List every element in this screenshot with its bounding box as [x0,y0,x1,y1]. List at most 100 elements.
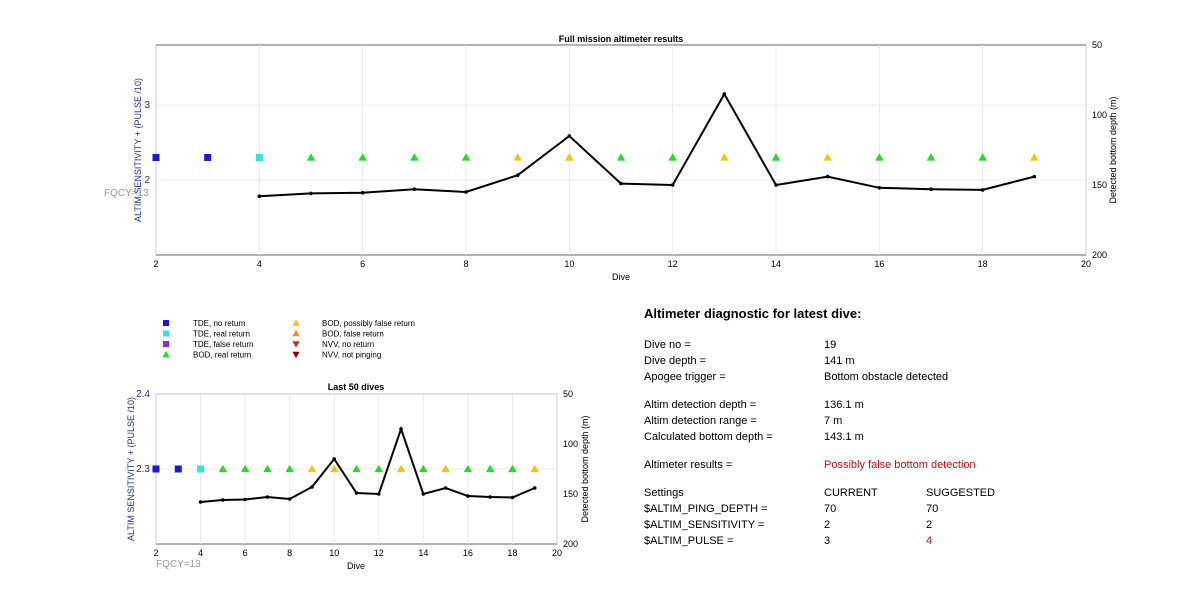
x-tick-labels: 2 4 6 8 10 12 14 16 18 20 [153,259,1091,269]
depth-point [354,491,359,495]
altimeter-markers [152,464,539,473]
depth-point [257,194,262,198]
x-tick-labels: 2 4 6 8 10 12 14 16 18 20 [153,548,562,558]
diagnostic-title: Altimeter diagnostic for latest dive: [644,306,862,321]
legend-label: TDE, no return [193,319,245,328]
left-tick-labels: 2.3 2.4 [136,389,150,475]
calculated-bottom-row: Calculated bottom depth = 143.1 m [644,431,1164,447]
x-axis-label: Dive [347,561,365,571]
legend-item: BOD, possibly false return [292,319,415,328]
marker-bod-real-return [508,464,517,473]
dive-no-row: Dive no = 19 [644,339,1164,355]
right-tick-label: 200 [1092,250,1107,260]
marker-bod-possibly-false [441,464,450,473]
plot-area [155,44,1087,256]
x-tick-label: 12 [668,259,678,269]
suggested-header: SUGGESTED [926,487,996,499]
depth-point [722,92,727,96]
ping-depth-label: $ALTIM_PING_DEPTH = [644,503,768,515]
left-axis-label: ALTIM SENSITIVITY + (PULSE /10) [133,78,143,222]
right-tick-label: 50 [563,389,573,399]
x-tick-label: 18 [507,548,517,558]
right-tick-labels: 50 100 150 200 [1092,40,1107,260]
depth-point [825,174,830,179]
current-header: CURRENT [824,487,878,499]
x-tick-label: 14 [418,548,428,558]
marker-bod-possibly-false [513,153,522,161]
depth-point [287,497,292,501]
marker-tde-no-return [152,465,160,473]
marker-bod-possibly-false [530,464,539,473]
fqcy-label: FQCY=13 [156,559,201,570]
depth-point [421,492,426,496]
marker-bod-real-return [616,153,626,161]
x-tick-label: 16 [463,548,473,558]
diagnostic-panel: Altimeter diagnostic for latest dive: Di… [644,306,1164,551]
marker-bod-real-return [410,153,419,161]
apogee-row: Apogee trigger = Bottom obstacle detecte… [644,371,1164,387]
marker-bod-real-return [875,153,884,161]
depth-point [332,457,337,461]
depth-line [198,425,537,504]
depth-line [257,91,1037,198]
pulse-current: 3 [824,535,831,547]
legend-marker-tde-false-return [163,341,169,347]
marker-bod-possibly-false [396,464,406,473]
right-tick-label: 200 [563,539,578,549]
marker-tde-no-return [152,154,160,161]
marker-bod-real-return [285,464,294,473]
depth-point [980,188,985,192]
fqcy-label: FQCY=13 [104,188,149,199]
apogee-value: Bottom obstacle detected [824,371,949,383]
x-tick-label: 8 [463,259,468,269]
x-tick-label: 2 [153,548,158,558]
depth-point [360,190,365,195]
calculated-bottom-value: 143.1 m [824,431,864,443]
right-axis-label: Detected bottom depth (m) [1108,96,1118,203]
depth-point [310,485,314,489]
ping-depth-current: 70 [824,503,837,515]
depth-point [774,183,778,187]
legend-marker-tde-real-return [163,330,169,337]
altim-detection-depth-value: 136.1 m [824,399,864,411]
right-axis-label: Detected bottom depth (m) [580,415,590,522]
right-tick-label: 50 [1092,40,1102,50]
marker-bod-real-return [240,464,250,473]
x-tick-label: 2 [153,259,158,269]
depth-point [488,495,492,499]
chart-title: Last 50 dives [328,382,385,392]
calculated-bottom-label: Calculated bottom depth = [644,431,773,443]
depth-point [243,497,247,502]
last-50-dives-chart: Last 50 dives 2 4 6 8 10 12 14 16 18 20 2.3 2.4 50… [126,382,590,571]
marker-tde-real-return [255,154,263,161]
pulse-row: $ALTIM_PULSE = 3 4 [644,535,1164,551]
depth-point [309,191,313,196]
chart-title: Full mission altimeter results [559,34,684,44]
x-tick-label: 6 [243,548,248,558]
depth-point [510,495,515,500]
legend-item: TDE, no return [163,319,245,328]
marker-bod-real-return [419,464,428,473]
left-axis-label: ALTIM SENSITIVITY + (PULSE /10) [126,397,136,541]
x-tick-label: 10 [329,548,339,558]
legend-label: BOD, real return [193,351,251,360]
legend-item: BOD, real return [162,351,251,360]
depth-point [929,187,933,191]
marker-bod-possibly-false [823,153,832,161]
x-tick-label: 4 [257,259,262,269]
marker-bod-real-return [374,464,383,473]
depth-point [265,495,270,499]
altim-detection-range-row: Altim detection range = 7 m [644,415,1164,431]
x-tick-label: 12 [374,548,384,558]
marker-bod-real-return [218,464,228,473]
sensitivity-current: 2 [824,519,831,531]
legend-label: BOD, false return [322,330,384,339]
depth-point [221,498,225,502]
legend-marker-nvv-not-pinging [292,351,300,359]
apogee-label: Apogee trigger = [644,371,726,383]
dive-depth-label: Dive depth = [644,355,707,367]
legend-label: NVV, not pinging [322,351,381,360]
legend-label: BOD, possibly false return [322,319,415,328]
